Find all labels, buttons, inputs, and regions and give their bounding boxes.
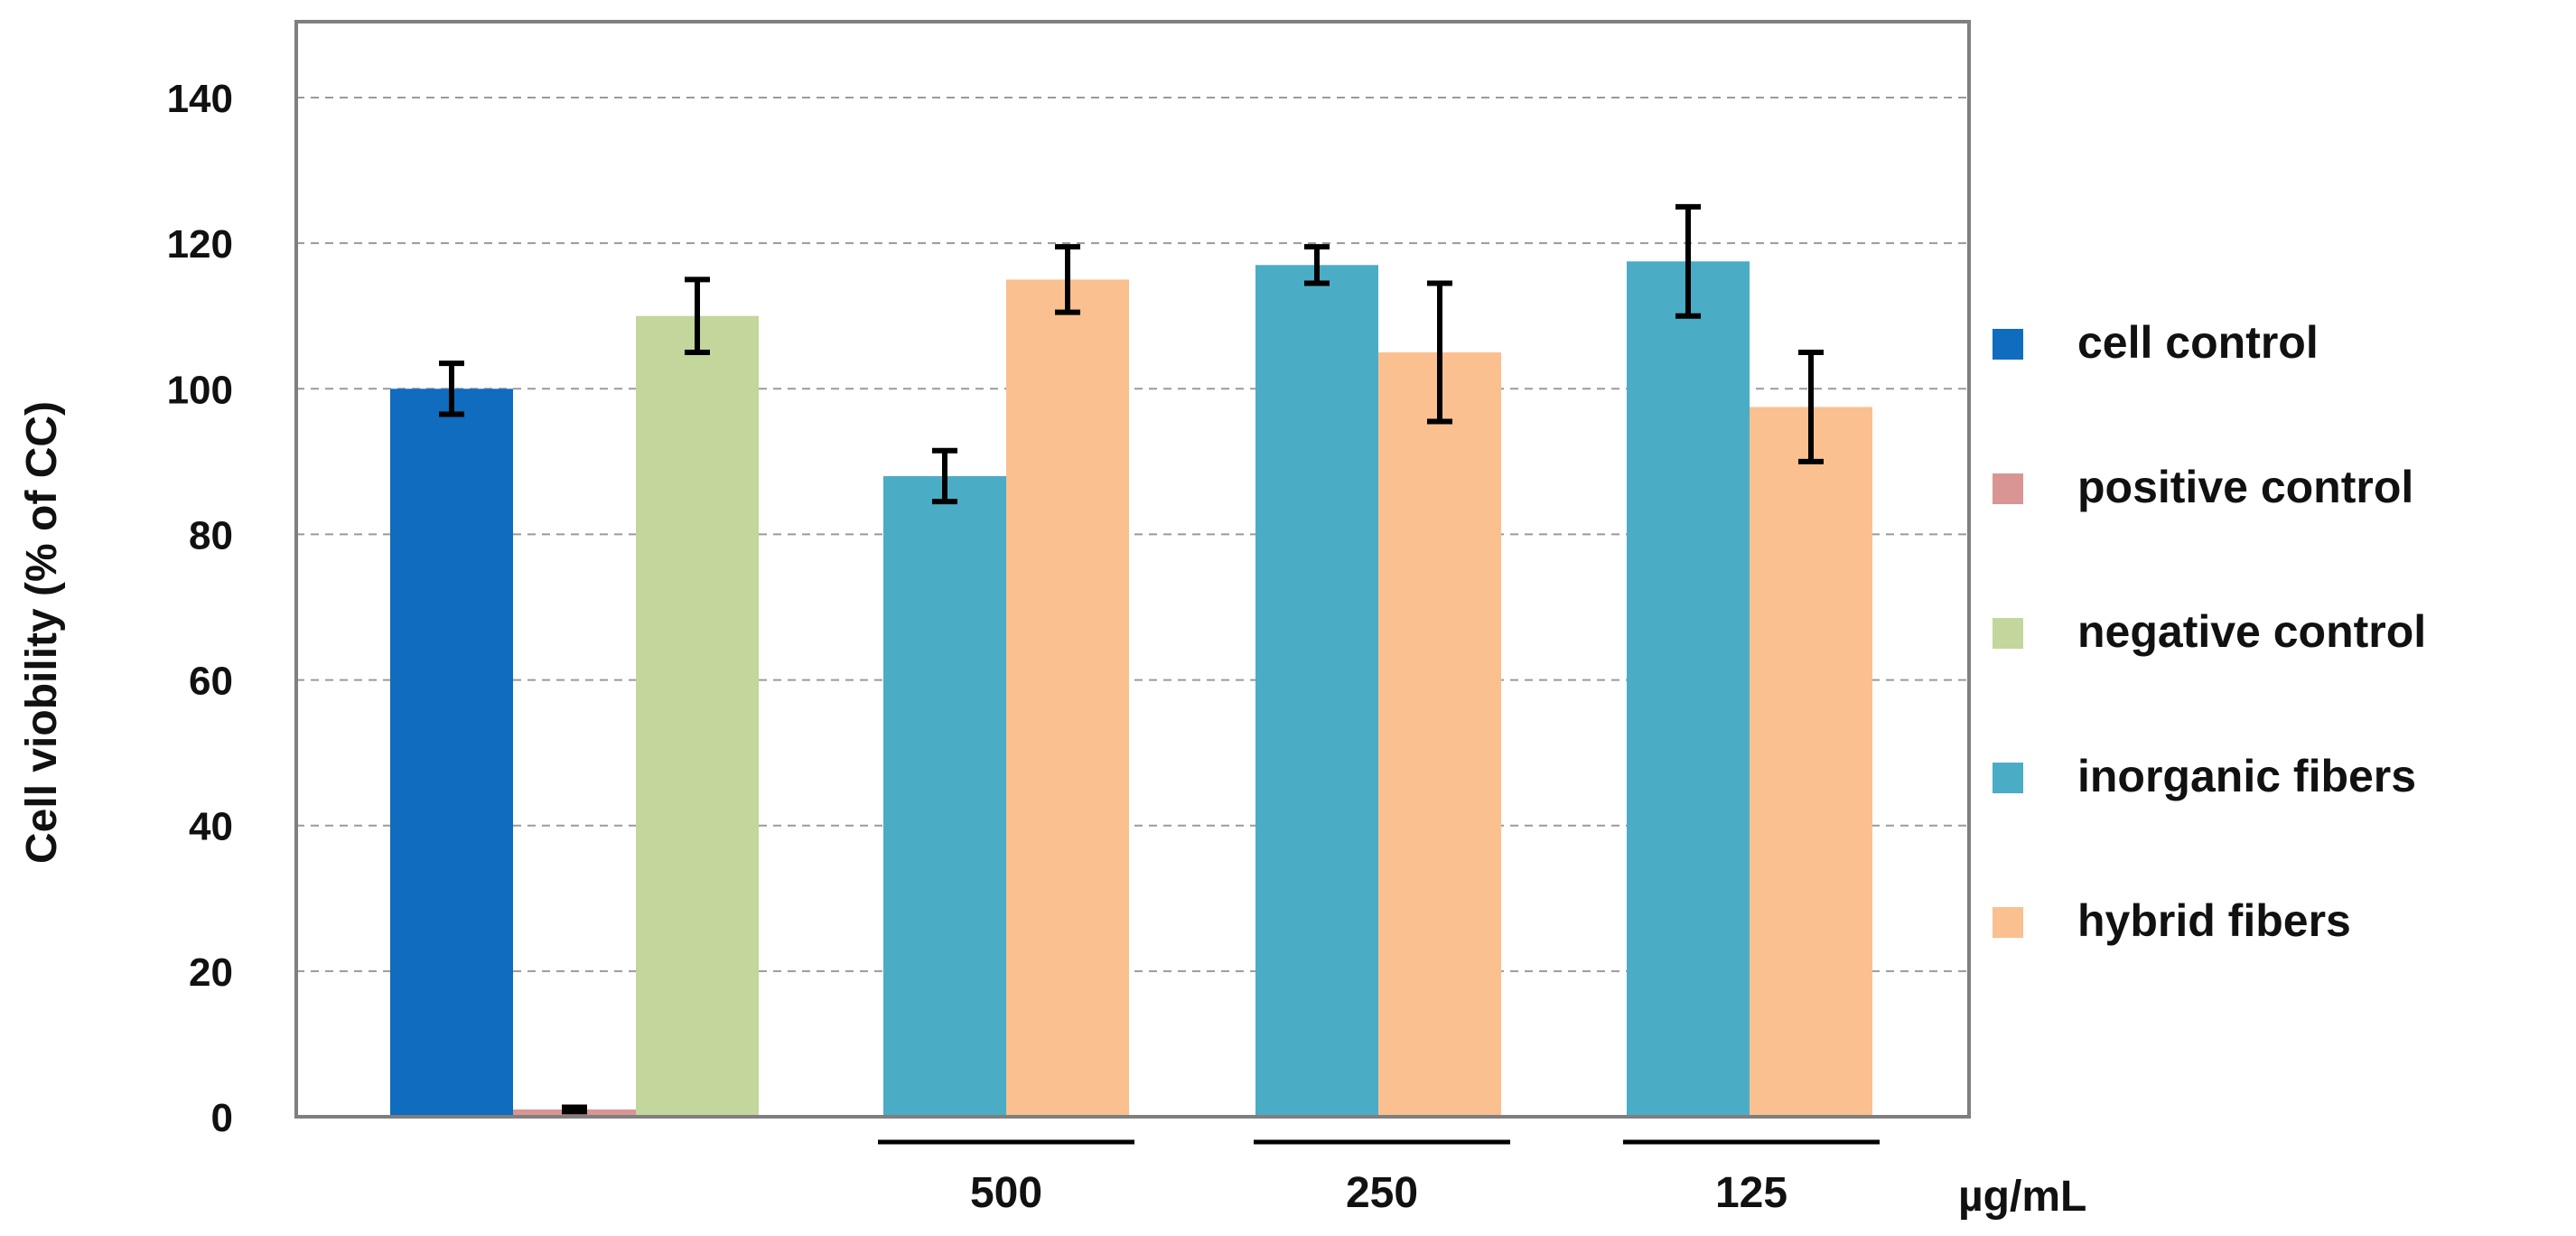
y-tick-label: 100 — [167, 368, 233, 412]
x-group-label: 125 — [1715, 1169, 1787, 1217]
error-bars — [439, 203, 1824, 1115]
legend: cell control positive control negative con… — [1993, 317, 2426, 946]
legend-label: hybrid fibers — [2077, 895, 2351, 946]
legend-swatch — [1993, 618, 2023, 649]
bars — [390, 261, 1872, 1117]
unit-label: µg/mL — [1958, 1173, 2086, 1221]
y-tick-label: 0 — [211, 1096, 233, 1140]
x-group-label: 250 — [1346, 1169, 1418, 1217]
bar — [636, 315, 759, 1117]
bar — [1255, 265, 1378, 1117]
y-tick-label: 140 — [167, 77, 233, 121]
bar — [883, 475, 1006, 1117]
bar — [1006, 279, 1129, 1117]
legend-label: inorganic fibers — [2077, 751, 2416, 801]
x-group-label: 500 — [970, 1169, 1042, 1217]
legend-label: negative control — [2077, 606, 2426, 657]
bar — [390, 389, 513, 1117]
legend-swatch — [1993, 329, 2023, 360]
bar — [1750, 407, 1872, 1117]
legend-swatch — [1993, 907, 2023, 938]
y-tick-label: 80 — [189, 513, 233, 557]
y-tick-label: 60 — [189, 660, 233, 704]
group-labels: 500 250 125 — [878, 1139, 1880, 1217]
y-tick-label: 20 — [189, 950, 233, 995]
y-axis-title: Cell viobility (% of CC) — [18, 401, 66, 864]
legend-label: cell control — [2077, 317, 2319, 368]
y-tick-label: 120 — [167, 222, 233, 267]
y-tick-label: 40 — [189, 805, 233, 849]
bar — [1378, 352, 1501, 1117]
bar — [1627, 261, 1750, 1117]
legend-swatch — [1993, 763, 2023, 793]
y-axis-ticks: 0 20 40 60 80 100 120 140 — [167, 77, 233, 1140]
plot-frame — [294, 20, 1971, 1119]
legend-swatch — [1993, 473, 2023, 504]
legend-label: positive control — [2077, 462, 2413, 512]
